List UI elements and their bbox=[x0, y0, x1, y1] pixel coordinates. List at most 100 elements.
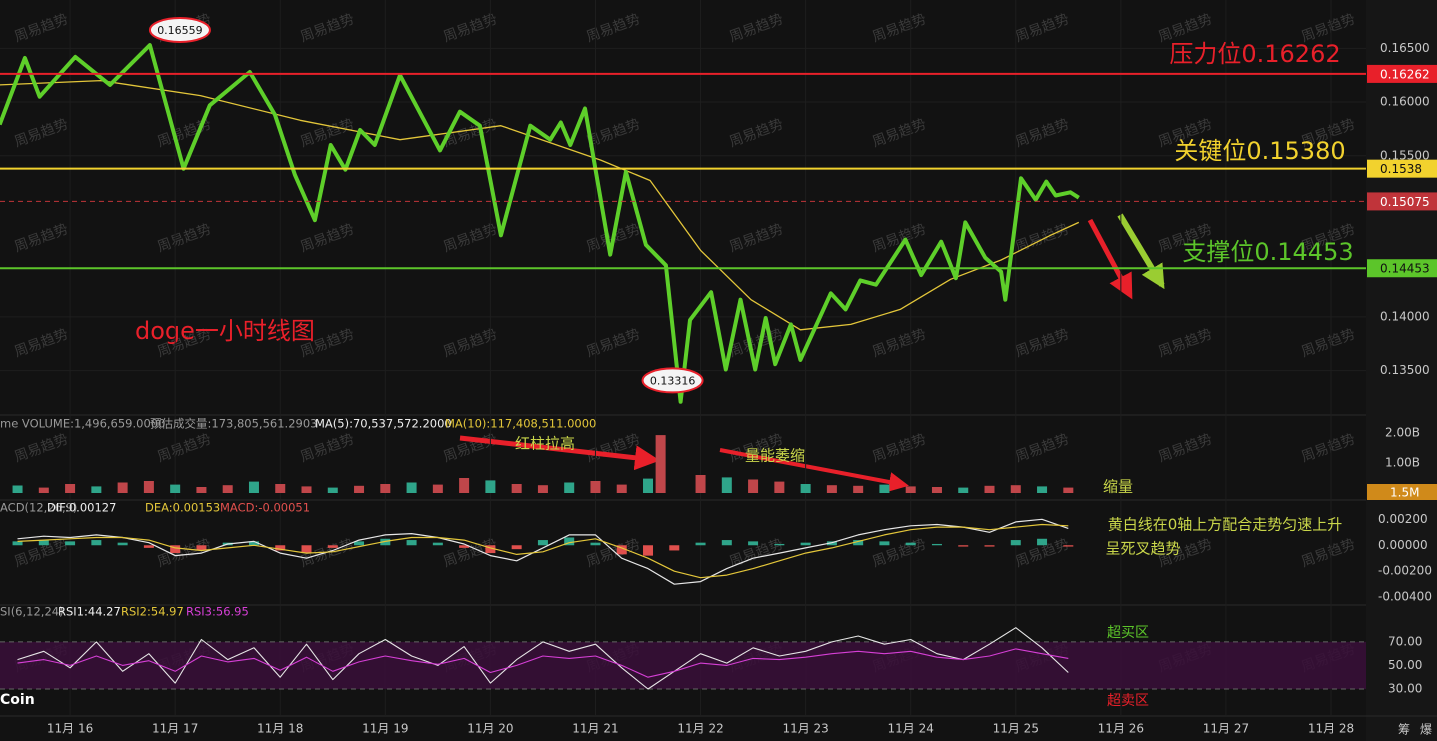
volume-bar bbox=[748, 479, 759, 493]
y-tick-label: 0.13500 bbox=[1380, 363, 1430, 377]
chart-title: doge一小时线图 bbox=[135, 317, 315, 345]
macd-bar bbox=[38, 540, 49, 546]
level-badge-label: 0.15075 bbox=[1380, 195, 1430, 209]
panel-header: RSI1:44.27 bbox=[58, 605, 121, 619]
corner-tab[interactable]: 爆 bbox=[1420, 723, 1432, 737]
macd-bar bbox=[1010, 540, 1021, 546]
arrow bbox=[1087, 218, 1133, 300]
brand: Coin bbox=[0, 692, 35, 708]
volume-bar bbox=[616, 484, 627, 493]
volume-bar bbox=[564, 482, 575, 493]
macd-bar bbox=[143, 545, 154, 548]
macd-bar bbox=[958, 545, 969, 547]
macd-bar bbox=[1063, 545, 1074, 547]
volume-bar bbox=[853, 485, 864, 493]
volume-bar bbox=[774, 481, 785, 493]
volume-bar bbox=[643, 478, 654, 493]
macd-bar bbox=[905, 542, 916, 546]
price-line bbox=[0, 79, 1080, 331]
price-axis-bg bbox=[1366, 0, 1437, 741]
panel-header: MA(5):70,537,572.2000 bbox=[315, 417, 452, 431]
panel-header: DIF:0.00127 bbox=[47, 501, 116, 515]
macd-bar bbox=[616, 545, 627, 555]
x-tick-label: 11月 19 bbox=[362, 722, 408, 736]
panel-header: SI(6,12,24) bbox=[0, 605, 64, 619]
y-tick-label: 0.15500 bbox=[1380, 148, 1430, 162]
volume-bar bbox=[170, 484, 181, 493]
level-label: 支撑位0.14453 bbox=[1182, 238, 1353, 266]
volume-bar bbox=[1063, 487, 1074, 493]
y-tick-label: 0.14000 bbox=[1380, 309, 1430, 323]
annotation: 红柱拉高 bbox=[515, 435, 575, 453]
volume-bar bbox=[406, 482, 417, 493]
panel-header: ACD(12,26,9) bbox=[0, 501, 77, 515]
macd-line bbox=[17, 518, 1069, 585]
level-badge bbox=[1367, 64, 1437, 83]
annotation: 黄白线在0轴上方配合走势匀速上升 bbox=[1108, 516, 1343, 534]
x-tick-label: 11月 20 bbox=[467, 722, 513, 736]
macd-bar bbox=[537, 540, 548, 546]
panel-header: MA(10):117,408,511.0000 bbox=[445, 417, 596, 431]
volume-bar bbox=[301, 486, 312, 493]
x-tick-label: 11月 18 bbox=[257, 722, 303, 736]
volume-bar bbox=[826, 485, 837, 493]
volume-bar bbox=[590, 481, 601, 493]
macd-bar bbox=[984, 545, 995, 547]
macd-bar bbox=[1037, 538, 1048, 546]
level-badge-label: 0.1538 bbox=[1380, 162, 1422, 176]
x-tick-label: 11月 26 bbox=[1098, 722, 1144, 736]
macd-bar bbox=[879, 541, 890, 546]
level-badge bbox=[1367, 259, 1437, 278]
macd-bar bbox=[931, 543, 942, 546]
peak-marker bbox=[148, 17, 211, 44]
annotation: 呈死叉趋势 bbox=[1105, 540, 1180, 558]
level-badge-label: 0.16262 bbox=[1380, 67, 1430, 81]
y-tick-label: 1.00B bbox=[1385, 456, 1420, 470]
x-tick-label: 11月 21 bbox=[572, 722, 618, 736]
macd-bar bbox=[800, 542, 811, 546]
y-tick-label: 30.00 bbox=[1388, 682, 1422, 696]
annotation: 超卖区 bbox=[1107, 693, 1149, 709]
macd-bar bbox=[669, 545, 680, 551]
macd-bar bbox=[196, 545, 207, 551]
volume-bar bbox=[537, 485, 548, 493]
volume-bar bbox=[511, 484, 522, 493]
y-tick-label: 50.00 bbox=[1388, 658, 1422, 672]
y-tick-label: -0.00200 bbox=[1378, 564, 1432, 578]
volume-bar bbox=[931, 487, 942, 493]
level-badge bbox=[1367, 192, 1437, 211]
annotation: 量能萎缩 bbox=[745, 447, 805, 465]
volume-bar bbox=[380, 484, 391, 493]
peak-marker bbox=[641, 367, 704, 394]
macd-bar bbox=[117, 542, 128, 546]
x-tick-label: 11月 25 bbox=[993, 722, 1039, 736]
peak-label: 0.13316 bbox=[650, 374, 696, 387]
macd-bar bbox=[643, 545, 654, 556]
panel-header: RSI3:56.95 bbox=[186, 605, 249, 619]
panel-header: me VOLUME:1,496,659.0000 bbox=[0, 417, 165, 431]
macd-bar bbox=[853, 540, 864, 546]
rsi-line bbox=[17, 648, 1069, 678]
volume-bar bbox=[695, 475, 706, 493]
volume-bar bbox=[459, 478, 470, 493]
volume-bar bbox=[800, 484, 811, 493]
volume-bar bbox=[879, 484, 890, 493]
volume-bar bbox=[958, 487, 969, 493]
x-tick-label: 11月 24 bbox=[888, 722, 934, 736]
macd-bar bbox=[459, 545, 470, 548]
arrow bbox=[719, 448, 909, 492]
volume-bar bbox=[905, 486, 916, 493]
macd-bar bbox=[91, 540, 102, 546]
y-tick-label: 70.00 bbox=[1388, 634, 1422, 648]
arrow bbox=[459, 435, 660, 471]
corner-tab[interactable]: 筹 bbox=[1398, 723, 1410, 737]
volume-bar bbox=[143, 481, 154, 493]
panel-header: RSI2:54.97 bbox=[121, 605, 184, 619]
volume-bar bbox=[984, 485, 995, 493]
x-tick-label: 11月 23 bbox=[782, 722, 828, 736]
volume-bar bbox=[65, 484, 76, 493]
volume-badge-label: 1.5M bbox=[1390, 486, 1419, 500]
panel-header: DEA:0.00153 bbox=[145, 501, 220, 515]
volume-bar bbox=[248, 481, 259, 493]
